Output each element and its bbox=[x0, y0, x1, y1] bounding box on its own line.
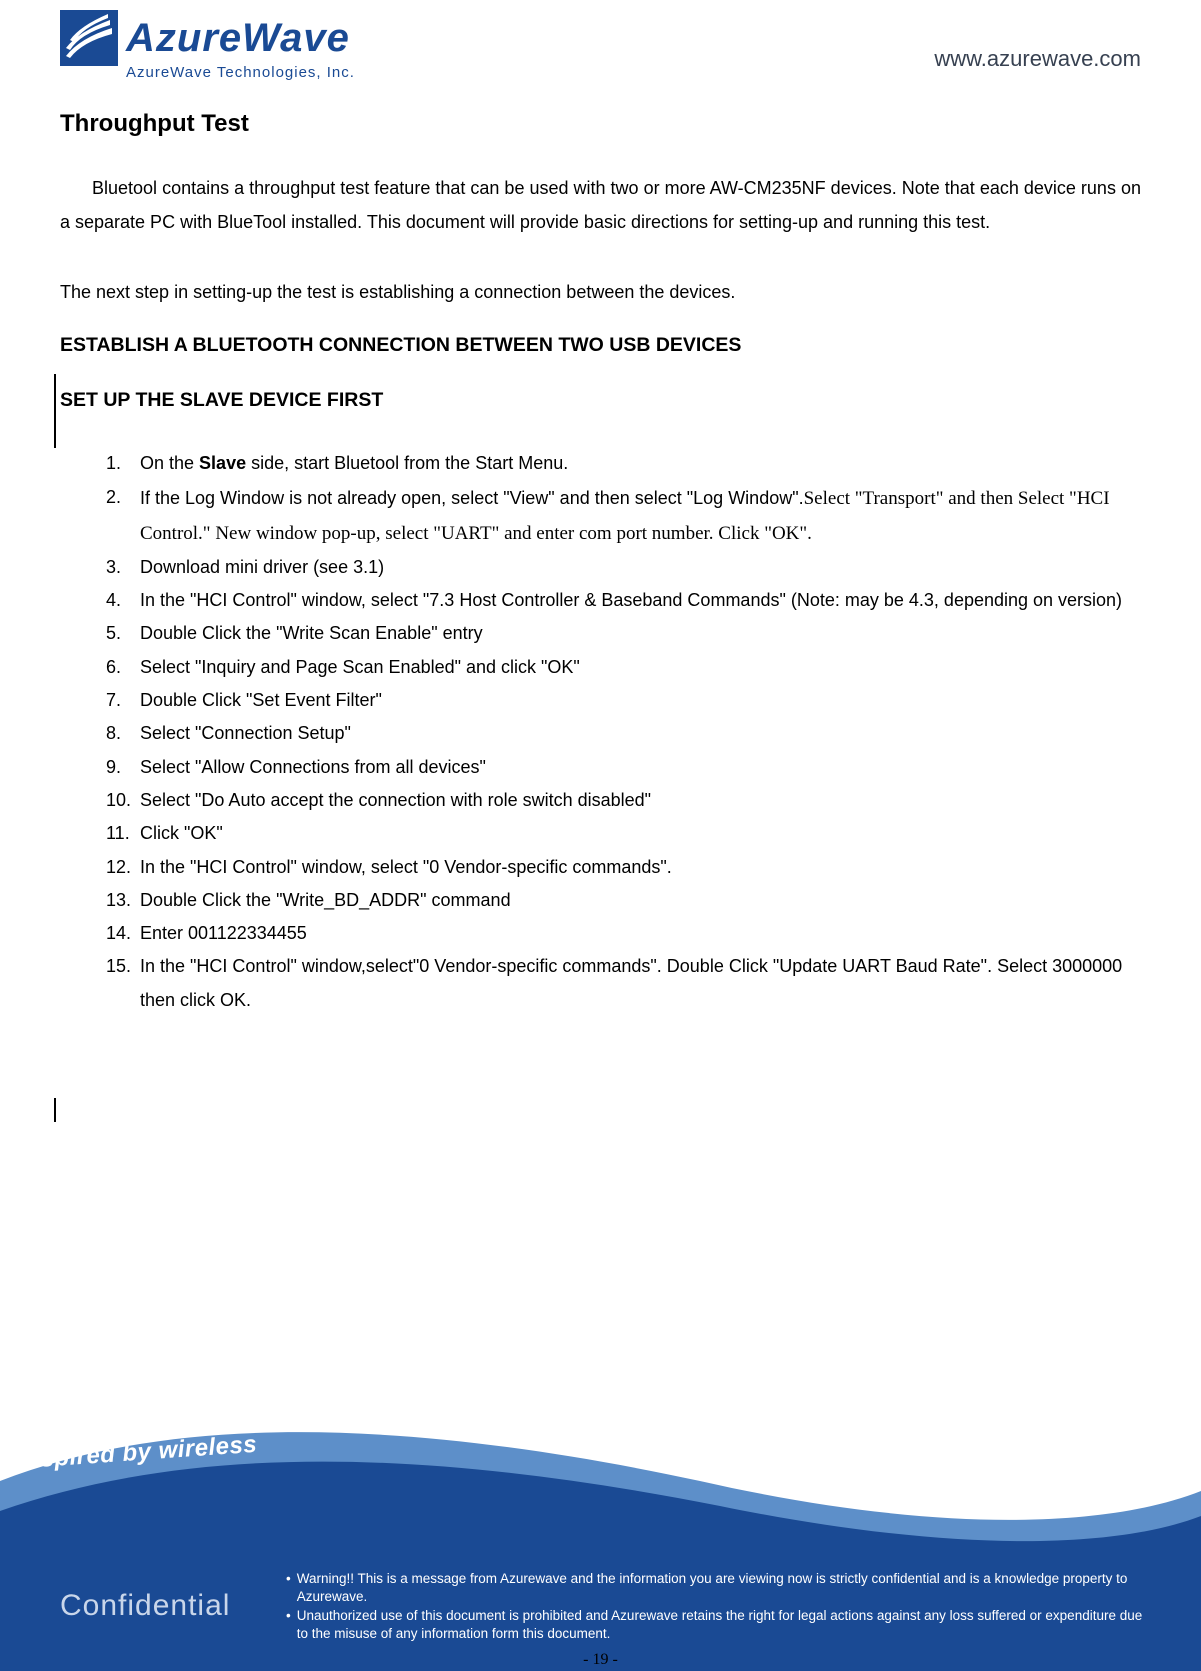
step-item: Select "Inquiry and Page Scan Enabled" a… bbox=[106, 651, 1141, 684]
page-number: - 19 - bbox=[583, 1651, 618, 1669]
steps-list: On the Slave side, start Bluetool from t… bbox=[106, 447, 1141, 1017]
step-item: Select "Connection Setup" bbox=[106, 717, 1141, 750]
heading-establish: ESTABLISH A BLUETOOTH CONNECTION BETWEEN… bbox=[60, 327, 1141, 364]
bold-slave: Slave bbox=[199, 453, 246, 473]
bullet-icon: • bbox=[286, 1607, 291, 1643]
warning-text-2: Unauthorized use of this document is pro… bbox=[297, 1607, 1156, 1643]
step-item: Double Click the "Write_BD_ADDR" command bbox=[106, 884, 1141, 917]
logo-text: AzureWave bbox=[126, 16, 350, 61]
section-title: Throughput Test bbox=[60, 101, 1141, 147]
change-bar-icon bbox=[54, 374, 56, 448]
page-footer: Inspired by wireless Confidential •Warni… bbox=[0, 1391, 1201, 1671]
logo-block: AzureWave AzureWave Technologies, Inc. bbox=[60, 10, 355, 81]
step-item: Enter 001122334455 bbox=[106, 917, 1141, 950]
website-url: www.azurewave.com bbox=[934, 46, 1141, 72]
step-item: Download mini driver (see 3.1) bbox=[106, 551, 1141, 584]
confidential-label: Confidential bbox=[60, 1589, 230, 1623]
step-item: On the Slave side, start Bluetool from t… bbox=[106, 447, 1141, 480]
step-item: Select "Allow Connections from all devic… bbox=[106, 751, 1141, 784]
warning-block: •Warning!! This is a message from Azurew… bbox=[286, 1570, 1156, 1643]
step-item: Double Click "Set Event Filter" bbox=[106, 684, 1141, 717]
bullet-icon: • bbox=[286, 1570, 291, 1606]
next-step-paragraph: The next step in setting-up the test is … bbox=[60, 275, 1141, 309]
heading-slave: SET UP THE SLAVE DEVICE FIRST bbox=[60, 382, 1141, 419]
step-item: In the "HCI Control" window, select "7.3… bbox=[106, 584, 1141, 617]
page-header: AzureWave AzureWave Technologies, Inc. w… bbox=[0, 0, 1201, 81]
azurewave-logo-icon bbox=[60, 10, 118, 66]
step-item: Double Click the "Write Scan Enable" ent… bbox=[106, 617, 1141, 650]
step-item: Select "Do Auto accept the connection wi… bbox=[106, 784, 1141, 817]
step-item: In the "HCI Control" window,select"0 Ven… bbox=[106, 950, 1141, 1017]
steps-list-wrap: On the Slave side, start Bluetool from t… bbox=[60, 447, 1141, 1017]
logo-subtitle: AzureWave Technologies, Inc. bbox=[126, 64, 355, 81]
change-bar-icon bbox=[54, 1098, 56, 1122]
warning-text-1: Warning!! This is a message from Azurewa… bbox=[297, 1570, 1156, 1606]
step-item: Click "OK" bbox=[106, 817, 1141, 850]
step-item: If the Log Window is not already open, s… bbox=[106, 481, 1141, 551]
content-area: Throughput Test Bluetool contains a thro… bbox=[0, 81, 1201, 1017]
step-item: In the "HCI Control" window, select "0 V… bbox=[106, 851, 1141, 884]
intro-paragraph: Bluetool contains a throughput test feat… bbox=[60, 171, 1141, 239]
